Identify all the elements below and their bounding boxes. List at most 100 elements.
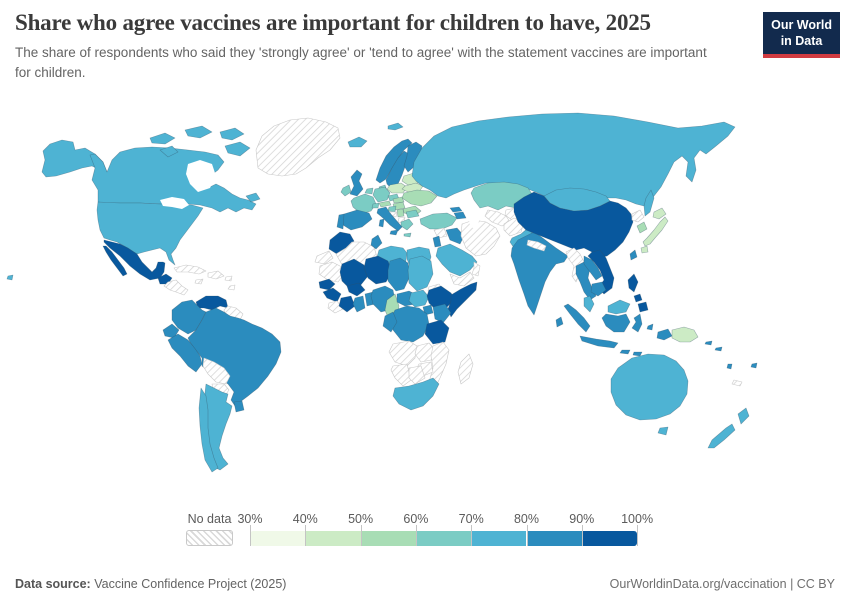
country-mongolia[interactable] — [543, 187, 611, 212]
license-link[interactable]: OurWorldinData.org/vaccination | CC BY — [609, 577, 835, 591]
country-mauritania[interactable] — [318, 261, 345, 283]
country-bulgaria[interactable] — [405, 209, 420, 219]
country-norway[interactable] — [375, 138, 413, 184]
country-syria[interactable] — [433, 227, 448, 239]
country-zambia[interactable] — [414, 342, 436, 363]
country-united-kingdom[interactable] — [349, 169, 364, 197]
country-vietnam[interactable] — [587, 249, 615, 295]
country-kenya[interactable] — [432, 303, 452, 324]
country-guinea[interactable] — [322, 287, 342, 303]
country-vanuatu[interactable] — [726, 363, 733, 370]
country-angola[interactable] — [388, 340, 418, 367]
owid-logo[interactable]: Our World in Data — [763, 12, 840, 59]
country-democratic-republic-of-congo[interactable] — [390, 305, 430, 343]
country-somalia[interactable] — [447, 281, 478, 318]
country-ivory-coast[interactable] — [338, 295, 356, 313]
country-philippines[interactable] — [637, 301, 649, 313]
country-united-states[interactable] — [6, 274, 14, 281]
country-indonesia[interactable] — [646, 323, 654, 331]
country-united-states[interactable] — [96, 201, 204, 266]
country-canada[interactable] — [245, 192, 261, 203]
country-indonesia[interactable] — [631, 313, 643, 333]
legend-bin-30-40[interactable] — [250, 531, 306, 546]
country-japan[interactable] — [640, 245, 649, 254]
no-data-swatch[interactable] — [186, 530, 233, 546]
country-malaysia[interactable] — [607, 299, 631, 315]
country-south-korea[interactable] — [636, 221, 648, 234]
country-north-korea[interactable] — [631, 209, 645, 223]
legend-bin-80-90[interactable] — [526, 531, 582, 546]
country-indonesia[interactable] — [601, 313, 631, 333]
country-indonesia[interactable] — [563, 303, 591, 333]
country-canada[interactable] — [159, 145, 179, 158]
country-spain[interactable] — [340, 209, 373, 231]
country-slovakia[interactable] — [392, 196, 405, 204]
country-brazil[interactable] — [187, 307, 282, 407]
country-gabon-congo[interactable] — [382, 311, 398, 333]
country-jordan-israel[interactable] — [432, 235, 442, 248]
country-botswana[interactable] — [408, 365, 426, 385]
country-switzerland[interactable] — [371, 202, 380, 209]
country-france[interactable] — [350, 193, 377, 215]
country-canada[interactable] — [149, 132, 176, 145]
country-australia[interactable] — [610, 353, 689, 421]
legend-bin-90-100[interactable] — [581, 531, 638, 546]
country-indonesia[interactable] — [579, 335, 619, 349]
legend-bin-60-70[interactable] — [415, 531, 472, 546]
country-new-zealand[interactable] — [707, 423, 736, 449]
country-indonesia[interactable] — [632, 351, 643, 357]
country-italy[interactable] — [389, 229, 399, 236]
country-germany[interactable] — [372, 186, 391, 203]
country-malaysia[interactable] — [583, 295, 595, 313]
country-tunisia[interactable] — [370, 234, 383, 250]
country-ecuador[interactable] — [162, 323, 180, 339]
country-chad[interactable] — [387, 257, 411, 292]
country-australia[interactable] — [657, 426, 669, 436]
country-jamaica[interactable] — [194, 278, 204, 285]
country-solomon-islands[interactable] — [704, 340, 713, 346]
country-mexico[interactable] — [103, 239, 166, 281]
country-solomon-islands[interactable] — [714, 346, 723, 352]
country-guatemala[interactable] — [157, 273, 173, 285]
country-ghana[interactable] — [352, 295, 366, 313]
country-georgia[interactable] — [449, 206, 463, 213]
legend-bin-70-80[interactable] — [471, 531, 527, 546]
country-south-sudan[interactable] — [408, 289, 430, 308]
country-nepal[interactable] — [526, 239, 547, 252]
country-new-caledonia[interactable] — [731, 379, 743, 387]
country-tanzania[interactable] — [424, 319, 450, 345]
country-south-africa[interactable] — [392, 377, 440, 411]
legend-bin-40-50[interactable] — [305, 531, 361, 546]
country-lesser-antilles[interactable] — [227, 284, 236, 291]
country-iceland[interactable] — [347, 136, 368, 148]
country-madagascar[interactable] — [457, 353, 474, 385]
country-iran[interactable] — [460, 219, 501, 257]
country-sri-lanka[interactable] — [555, 316, 564, 328]
country-papua-new-guinea[interactable] — [671, 326, 699, 343]
country-canada[interactable] — [224, 141, 251, 157]
country-japan[interactable] — [652, 207, 667, 220]
country-fiji[interactable] — [750, 362, 758, 369]
country-svalbard[interactable] — [387, 122, 404, 131]
country-laos[interactable] — [583, 255, 603, 281]
country-serbia[interactable] — [396, 208, 405, 218]
country-azerbaijan[interactable] — [453, 211, 467, 220]
country-taiwan[interactable] — [629, 249, 638, 261]
country-ireland[interactable] — [340, 184, 352, 197]
country-bolivia[interactable] — [202, 357, 231, 385]
country-oman[interactable] — [471, 261, 481, 277]
country-greenland[interactable] — [255, 117, 341, 177]
country-burkina-faso[interactable] — [346, 282, 366, 297]
country-china[interactable] — [513, 191, 634, 259]
country-italy[interactable] — [376, 206, 403, 232]
country-western-sahara[interactable] — [314, 250, 334, 265]
countries-layer[interactable] — [6, 112, 758, 473]
country-cuba[interactable] — [173, 264, 207, 275]
country-cambodia[interactable] — [590, 281, 607, 297]
country-niger[interactable] — [363, 255, 393, 285]
country-philippines[interactable] — [633, 293, 643, 303]
country-puerto-rico[interactable] — [224, 275, 233, 282]
country-chile[interactable] — [198, 387, 219, 473]
country-philippines[interactable] — [627, 273, 639, 293]
